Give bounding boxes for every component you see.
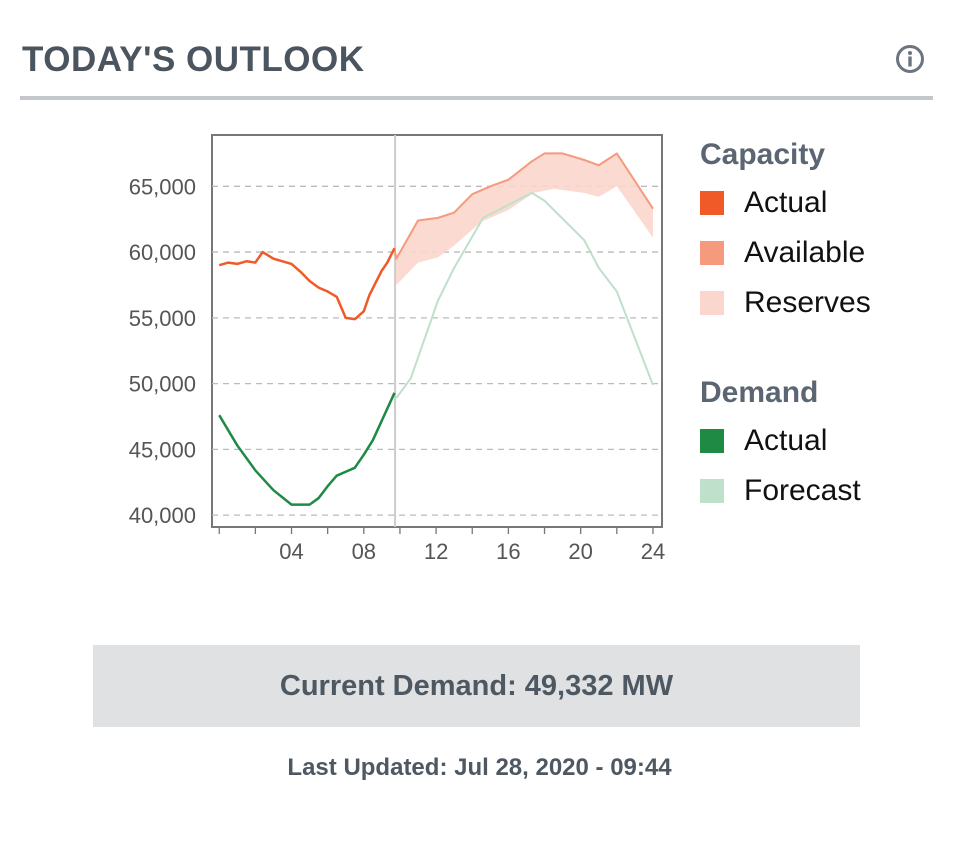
legend-swatch: [700, 191, 724, 215]
x-tick-label: 04: [279, 539, 303, 564]
plot-area: [211, 134, 663, 528]
legend-demand-forecast[interactable]: Forecast: [700, 466, 871, 516]
chart-legend: Capacity Actual Available Reserves Deman…: [700, 138, 871, 516]
demand-forecast-line: [395, 191, 654, 399]
page-title: TODAY'S OUTLOOK: [22, 40, 365, 79]
legend-label: Reserves: [744, 286, 871, 319]
current-demand-banner: Current Demand: 49,332 MW: [93, 645, 860, 727]
legend-swatch: [700, 429, 724, 453]
x-tick-label: 16: [496, 539, 520, 564]
last-updated-text: Last Updated: Jul 28, 2020 - 09:44: [287, 754, 672, 781]
legend-demand-actual[interactable]: Actual: [700, 416, 871, 466]
outlook-chart: 40,000 45,000 50,000 55,000 60,000 65,000 04 08…: [129, 134, 665, 564]
header-divider: [20, 96, 933, 100]
y-tick-label: 40,000: [129, 503, 196, 528]
legend-capacity-actual[interactable]: Actual: [700, 178, 871, 228]
info-circle-icon[interactable]: [895, 44, 925, 74]
capacity-actual-line: [218, 247, 396, 321]
legend-swatch: [700, 291, 724, 315]
y-tick-label: 65,000: [129, 174, 196, 199]
y-tick-label: 45,000: [129, 437, 196, 462]
legend-label: Actual: [744, 186, 828, 219]
legend-swatch: [700, 241, 724, 265]
legend-demand-heading: Demand: [700, 376, 819, 409]
legend-capacity-heading: Capacity: [700, 138, 826, 171]
y-tick-label: 50,000: [129, 372, 196, 397]
x-tick-label: 24: [641, 539, 665, 564]
legend-swatch: [700, 479, 724, 503]
y-tick-label: 60,000: [129, 240, 196, 265]
capacity-available-line: [393, 152, 654, 260]
x-tick-label: 08: [352, 539, 376, 564]
legend-label: Actual: [744, 424, 828, 457]
demand-actual-line: [218, 392, 396, 506]
legend-label: Forecast: [744, 474, 861, 507]
x-tick-label: 20: [568, 539, 592, 564]
legend-capacity-reserves[interactable]: Reserves: [700, 278, 871, 328]
x-tick-label: 12: [424, 539, 448, 564]
reserves-band: [394, 153, 653, 285]
y-tick-label: 55,000: [129, 306, 196, 331]
legend-capacity-available[interactable]: Available: [700, 228, 871, 278]
legend-label: Available: [744, 236, 866, 269]
